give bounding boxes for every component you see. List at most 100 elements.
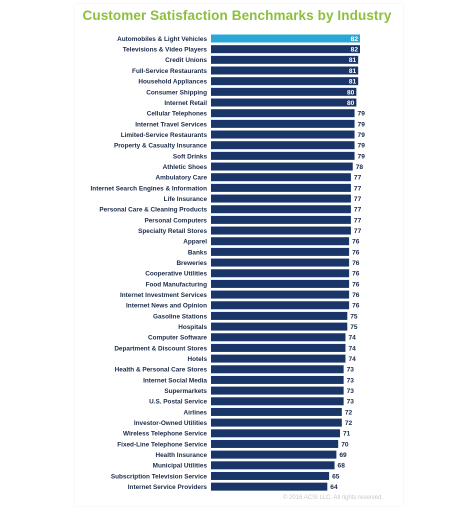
category-label: Property & Casualty Insurance (114, 143, 207, 150)
category-label: Banks (188, 249, 208, 256)
category-label: Subscription Television Service (111, 473, 208, 480)
bar (211, 450, 337, 459)
bar (211, 482, 328, 491)
category-label: Personal Computers (144, 217, 207, 224)
category-label: Full-Service Restaurants (132, 68, 207, 75)
category-label: Limited-Service Restaurants (121, 132, 208, 139)
category-label: Gasoline Stations (153, 313, 207, 320)
bar (211, 301, 350, 310)
value-label: 77 (354, 228, 362, 235)
category-label: Internet Service Providers (128, 484, 208, 491)
bar (211, 333, 346, 342)
bar (211, 461, 335, 470)
value-label: 76 (352, 281, 360, 288)
bar (211, 386, 344, 395)
value-label: 77 (354, 175, 362, 182)
category-label: Internet Investment Services (120, 292, 207, 299)
bar (211, 98, 357, 107)
category-label: Hospitals (178, 324, 207, 331)
category-label: Supermarkets (164, 388, 207, 395)
bar (211, 439, 339, 448)
category-label: Household Appliances (138, 79, 207, 86)
value-label: 79 (358, 143, 366, 150)
category-label: Department & Discount Stores (114, 345, 207, 352)
copyright-notice: © 2016 ACSI LLC. All rights reserved. (283, 495, 384, 501)
value-label: 73 (347, 388, 355, 395)
value-label: 73 (347, 367, 355, 374)
category-label: Health Insurance (156, 452, 208, 459)
bar (211, 237, 350, 246)
value-label: 73 (347, 377, 355, 384)
bar (211, 322, 348, 331)
category-label: Airlines (184, 409, 208, 416)
bar (211, 87, 357, 96)
value-label: 81 (349, 79, 357, 86)
value-label: 79 (358, 153, 366, 160)
category-label: Life Insurance (164, 196, 208, 203)
bar (211, 130, 355, 139)
category-label: Credit Unions (165, 57, 207, 64)
value-label: 73 (347, 399, 355, 406)
value-label: 80 (347, 100, 355, 107)
category-label: Personal Care & Cleaning Products (99, 207, 207, 214)
bar (211, 141, 355, 150)
category-label: Fixed-Line Telephone Service (117, 441, 207, 448)
bar (211, 429, 341, 438)
value-label: 80 (347, 89, 355, 96)
category-label: Municipal Utilities (153, 463, 208, 470)
value-label: 74 (348, 335, 356, 342)
value-label: 76 (352, 271, 360, 278)
value-label: 76 (352, 292, 360, 299)
bar (211, 45, 360, 54)
value-label: 78 (356, 164, 364, 171)
category-label: Breweries (176, 260, 207, 267)
value-label: 77 (354, 196, 362, 203)
category-label: Health & Personal Care Stores (115, 367, 208, 374)
bar (211, 397, 344, 406)
value-label: 76 (352, 239, 360, 246)
category-label: Internet Travel Services (135, 121, 207, 128)
value-label: 75 (350, 324, 358, 331)
category-label: Internet Social Media (143, 377, 207, 384)
bar (211, 269, 350, 278)
bar (211, 258, 350, 267)
category-label: Hotels (187, 356, 207, 363)
category-label: Cellular Telephones (147, 111, 208, 118)
value-label: 77 (354, 217, 362, 224)
chart-title: Customer Satisfaction Benchmarks by Indu… (82, 8, 392, 23)
bar (211, 66, 359, 75)
category-label: U.S. Postal Service (149, 399, 207, 406)
value-label: 81 (349, 68, 357, 75)
value-label: 81 (349, 57, 357, 64)
bar (211, 215, 351, 224)
category-label: Cooperative Utilities (145, 271, 207, 278)
category-label: Investor-Owned Utilities (134, 420, 208, 427)
bar (211, 247, 350, 256)
value-label: 68 (338, 463, 346, 470)
value-label: 72 (345, 409, 353, 416)
value-label: 77 (354, 185, 362, 192)
value-label: 72 (345, 420, 353, 427)
category-label: Televisions & Video Players (123, 47, 208, 54)
value-label: 79 (358, 132, 366, 139)
bar (211, 173, 351, 182)
bar (211, 151, 355, 160)
value-label: 70 (341, 441, 349, 448)
category-label: Internet News and Opinion (126, 303, 207, 310)
value-label: 69 (339, 452, 347, 459)
category-label: Ambulatory Care (156, 175, 208, 182)
value-label: 76 (352, 303, 360, 310)
category-label: Food Manufacturing (146, 281, 208, 288)
bar (211, 471, 330, 480)
value-label: 77 (354, 207, 362, 214)
category-label: Automobiles & Light Vehicles (117, 36, 207, 43)
bar (211, 226, 351, 235)
category-label: Wireless Telephone Service (123, 431, 207, 438)
value-label: 82 (351, 47, 359, 54)
bar (211, 365, 344, 374)
category-label: Athletic Shoes (163, 164, 208, 171)
value-label: 74 (348, 356, 356, 363)
bar (211, 109, 355, 118)
bar (211, 279, 350, 288)
